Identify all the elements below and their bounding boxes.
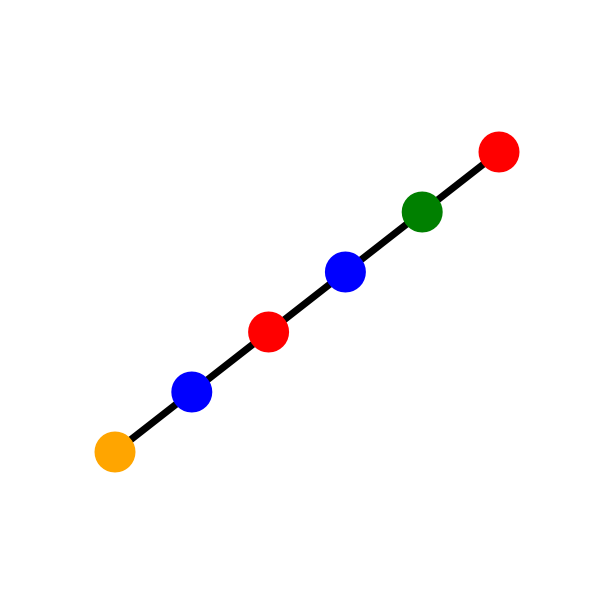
node-2-circle xyxy=(171,371,213,413)
connecting-line xyxy=(111,148,503,456)
node-6-circle xyxy=(478,131,520,173)
node-1-circle xyxy=(94,431,136,473)
node-3-circle xyxy=(248,311,290,353)
nodes-group xyxy=(94,131,520,473)
node-5-circle xyxy=(401,191,443,233)
node-4-circle xyxy=(324,251,366,293)
